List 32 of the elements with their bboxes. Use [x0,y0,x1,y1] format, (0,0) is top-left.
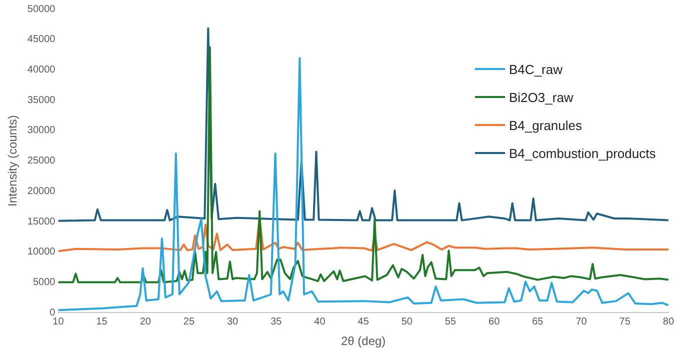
x-tick-label: 45 [358,316,370,328]
x-tick-label: 55 [444,316,456,328]
y-tick-label: 10000 [27,246,56,258]
x-tick-label: 60 [488,316,500,328]
x-tick-label: 35 [270,316,282,328]
legend-label: B4C_raw [509,62,562,76]
y-tick-label: 35000 [27,94,56,106]
y-tick-label: 25000 [27,156,56,167]
x-tick-label: 80 [662,316,674,328]
x-tick-label: 20 [140,316,152,328]
y-tick-label: 0 [50,307,56,318]
y-tick-label: 50000 [27,4,56,15]
y-tick-label: 15000 [27,216,56,228]
x-tick-label: 25 [183,316,195,328]
x-tick-label: 70 [576,316,588,328]
y-axis-title: Intensity (counts) [6,115,20,206]
x-tick-label: 75 [619,316,631,328]
x-tick-label: 10 [52,316,64,328]
legend-label: B4_combustion_products [509,146,656,160]
x-tick-label: 50 [401,316,413,328]
x-axis-title: 2θ (deg) [340,334,386,348]
x-tick-label: 65 [532,316,544,328]
legend-label: Bi2O3_raw [509,90,574,104]
x-tick-label: 15 [96,316,108,328]
x-tick-label: 40 [314,316,326,328]
y-tick-label: 40000 [27,64,56,76]
legend-label: B4_granules [509,118,582,132]
x-tick-label: 30 [226,316,239,328]
y-tick-label: 45000 [27,34,56,46]
y-tick-label: 30000 [27,125,56,136]
y-tick-label: 5000 [32,276,56,288]
y-tick-label: 20000 [27,186,56,197]
